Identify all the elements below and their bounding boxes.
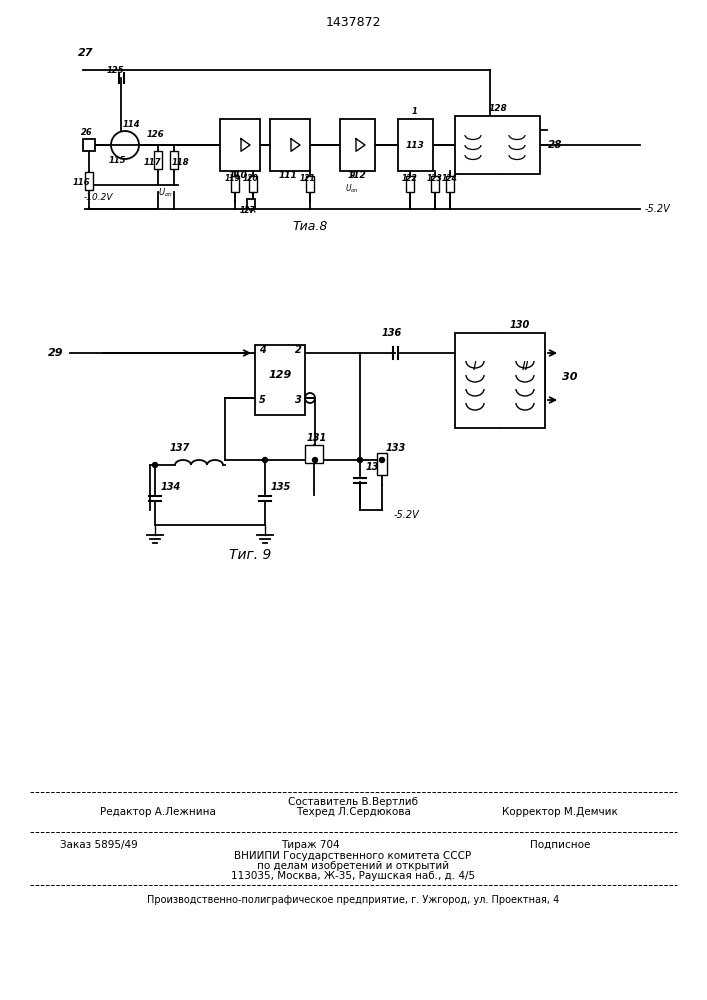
Text: 133: 133 xyxy=(386,443,407,453)
Text: Редактор А.Лежнина: Редактор А.Лежнина xyxy=(100,807,216,817)
Text: 111: 111 xyxy=(279,171,298,180)
Circle shape xyxy=(153,462,158,468)
Bar xyxy=(249,176,257,192)
Text: 125: 125 xyxy=(107,66,124,75)
Text: Корректор М.Демчик: Корректор М.Демчик xyxy=(502,807,618,817)
Text: 127: 127 xyxy=(240,206,256,215)
Bar xyxy=(154,151,162,169)
Circle shape xyxy=(358,458,363,462)
Text: 116: 116 xyxy=(73,178,90,187)
Bar xyxy=(406,176,414,192)
Text: Τиг. 9: Τиг. 9 xyxy=(229,548,271,562)
Bar xyxy=(170,151,178,169)
Text: 134: 134 xyxy=(161,482,181,492)
Text: 113035, Москва, Ж-35, Раушская наб., д. 4/5: 113035, Москва, Ж-35, Раушская наб., д. … xyxy=(231,871,475,881)
Text: -5.2V: -5.2V xyxy=(645,204,671,214)
Text: Составитель В.Вертлиб: Составитель В.Вертлиб xyxy=(288,797,418,807)
Text: 27: 27 xyxy=(78,48,93,58)
Bar xyxy=(247,199,255,209)
Text: Тираж 704: Тираж 704 xyxy=(281,840,339,850)
Text: Подписное: Подписное xyxy=(530,840,590,850)
Text: 1437872: 1437872 xyxy=(325,15,381,28)
Bar xyxy=(455,116,540,174)
Text: 30: 30 xyxy=(562,371,578,381)
Text: 110: 110 xyxy=(228,171,247,180)
Text: $U_{on}$: $U_{on}$ xyxy=(345,183,359,195)
Text: 5: 5 xyxy=(259,395,266,405)
Text: 130: 130 xyxy=(510,320,530,330)
Text: 135: 135 xyxy=(271,482,291,492)
Text: 123: 123 xyxy=(427,174,443,183)
Text: 136: 136 xyxy=(382,328,402,338)
Text: 117: 117 xyxy=(144,158,162,167)
Text: 4: 4 xyxy=(259,345,266,355)
Circle shape xyxy=(380,458,385,462)
Bar xyxy=(340,119,375,171)
Bar xyxy=(85,172,93,190)
Text: 3: 3 xyxy=(295,395,302,405)
Text: 128: 128 xyxy=(488,104,507,113)
Bar xyxy=(220,119,260,171)
Text: 113: 113 xyxy=(406,140,424,149)
Text: 115: 115 xyxy=(109,156,127,165)
Text: II: II xyxy=(521,360,529,373)
Text: 2: 2 xyxy=(295,345,302,355)
Text: 114: 114 xyxy=(123,120,141,129)
Text: 124: 124 xyxy=(442,174,457,183)
Text: ВНИИПИ Государственного комитета СССР: ВНИИПИ Государственного комитета СССР xyxy=(235,851,472,861)
Text: 137: 137 xyxy=(170,443,190,453)
Text: 122: 122 xyxy=(402,174,418,183)
Text: 118: 118 xyxy=(172,158,189,167)
Text: 9: 9 xyxy=(349,171,355,180)
Circle shape xyxy=(312,458,317,462)
Bar xyxy=(431,176,439,192)
Text: 112: 112 xyxy=(348,171,366,180)
Text: 131: 131 xyxy=(307,433,327,443)
Bar xyxy=(446,176,454,192)
Text: 132: 132 xyxy=(366,462,386,472)
Text: по делам изобретений и открытий: по делам изобретений и открытий xyxy=(257,861,449,871)
Bar xyxy=(255,345,305,415)
Bar xyxy=(398,119,433,171)
Bar xyxy=(306,176,314,192)
Text: 28: 28 xyxy=(548,140,563,150)
Bar xyxy=(377,453,387,475)
Text: -10.2V: -10.2V xyxy=(84,192,114,202)
Text: -5.2V: -5.2V xyxy=(394,510,420,520)
Text: 126: 126 xyxy=(147,130,165,139)
Text: 129: 129 xyxy=(269,370,291,380)
Text: 119: 119 xyxy=(225,174,241,183)
Bar xyxy=(455,332,545,428)
Text: Заказ 5895/49: Заказ 5895/49 xyxy=(60,840,138,850)
Bar xyxy=(83,139,95,151)
Text: Τиа.8: Τиа.8 xyxy=(292,221,327,233)
Text: 120: 120 xyxy=(243,174,259,183)
Text: Техред Л.Сердюкова: Техред Л.Сердюкова xyxy=(296,807,411,817)
Text: 121: 121 xyxy=(300,174,316,183)
Text: 29: 29 xyxy=(47,348,63,358)
Text: $U_{on}$: $U_{on}$ xyxy=(158,187,173,199)
Bar xyxy=(231,176,239,192)
Text: 26: 26 xyxy=(81,128,93,137)
Bar xyxy=(270,119,310,171)
Text: 1: 1 xyxy=(412,107,418,116)
Text: I: I xyxy=(473,360,477,373)
Bar xyxy=(305,445,323,463)
Text: Производственно-полиграфическое предприятие, г. Ужгород, ул. Проектная, 4: Производственно-полиграфическое предприя… xyxy=(147,895,559,905)
Circle shape xyxy=(262,458,267,462)
